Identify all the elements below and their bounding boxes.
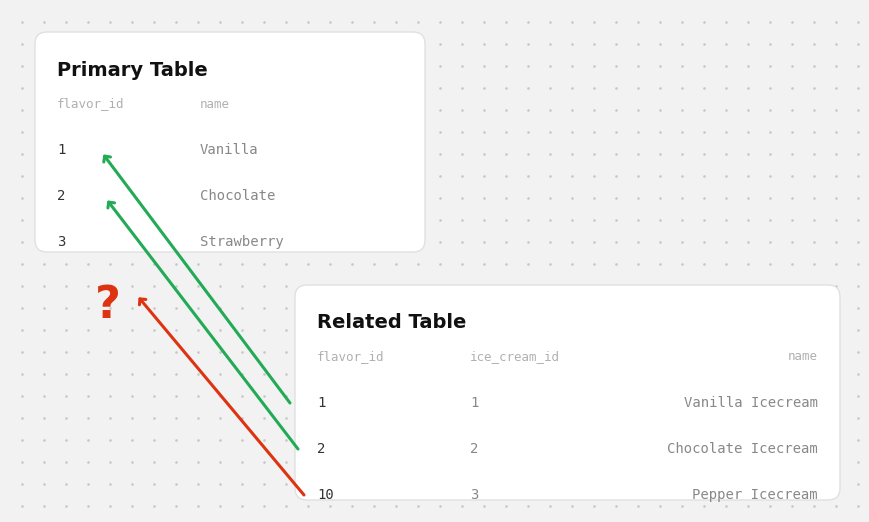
Text: flavor_id: flavor_id bbox=[317, 350, 384, 363]
Text: Chocolate Icecream: Chocolate Icecream bbox=[667, 442, 818, 456]
Text: ?: ? bbox=[95, 283, 121, 326]
Text: 3: 3 bbox=[470, 488, 478, 502]
Text: 3: 3 bbox=[57, 235, 65, 249]
Text: flavor_id: flavor_id bbox=[57, 98, 124, 111]
Text: 2: 2 bbox=[317, 442, 325, 456]
FancyBboxPatch shape bbox=[35, 32, 425, 252]
Text: 10: 10 bbox=[317, 488, 334, 502]
Text: Pepper Icecream: Pepper Icecream bbox=[693, 488, 818, 502]
Text: Vanilla Icecream: Vanilla Icecream bbox=[684, 396, 818, 410]
FancyBboxPatch shape bbox=[295, 285, 840, 500]
Text: Strawberry: Strawberry bbox=[200, 235, 284, 249]
Text: 1: 1 bbox=[470, 396, 478, 410]
Text: 2: 2 bbox=[470, 442, 478, 456]
Text: 1: 1 bbox=[57, 143, 65, 157]
Text: ice_cream_id: ice_cream_id bbox=[470, 350, 560, 363]
Text: name: name bbox=[788, 350, 818, 363]
Text: Vanilla: Vanilla bbox=[200, 143, 259, 157]
Text: Related Table: Related Table bbox=[317, 314, 467, 333]
Text: Chocolate: Chocolate bbox=[200, 189, 275, 203]
Text: name: name bbox=[200, 98, 230, 111]
Text: 2: 2 bbox=[57, 189, 65, 203]
Text: 1: 1 bbox=[317, 396, 325, 410]
Text: Primary Table: Primary Table bbox=[57, 61, 208, 79]
